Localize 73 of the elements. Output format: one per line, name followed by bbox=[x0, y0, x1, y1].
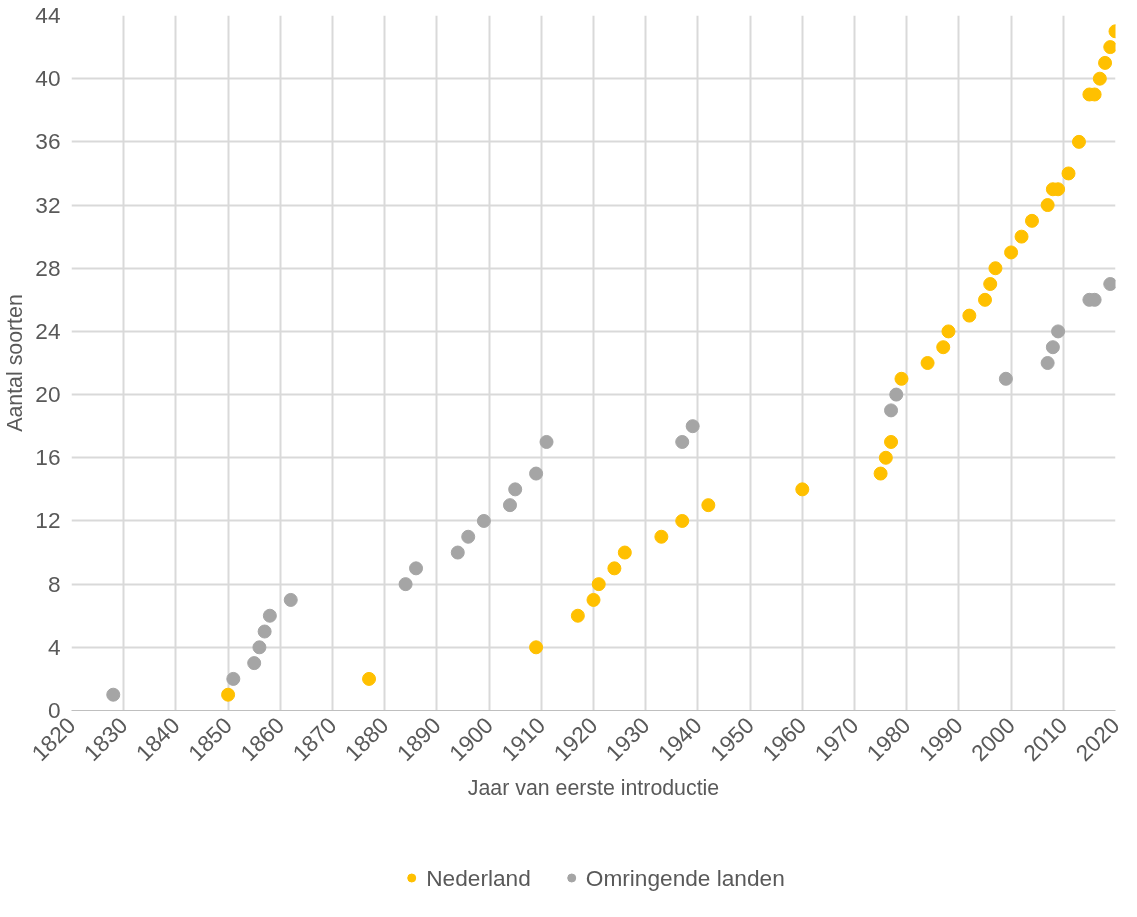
point bbox=[936, 340, 951, 355]
point bbox=[221, 687, 236, 702]
point bbox=[685, 419, 700, 434]
point bbox=[362, 671, 377, 686]
point bbox=[1024, 213, 1039, 228]
point bbox=[654, 529, 669, 544]
legend-label: Omringende landen bbox=[585, 864, 785, 891]
y-tick-label: 44 bbox=[35, 2, 61, 28]
point bbox=[873, 466, 888, 481]
point bbox=[1051, 324, 1066, 339]
point bbox=[502, 498, 517, 513]
y-tick-label: 28 bbox=[35, 254, 61, 281]
point bbox=[1040, 356, 1055, 370]
point bbox=[983, 277, 998, 292]
point bbox=[409, 561, 424, 576]
point bbox=[398, 577, 413, 592]
point bbox=[1071, 134, 1086, 149]
y-tick-label: 20 bbox=[35, 381, 61, 408]
point bbox=[988, 261, 1003, 276]
y-tick-label: 16 bbox=[35, 444, 61, 471]
point bbox=[570, 608, 585, 623]
point bbox=[878, 450, 893, 465]
point bbox=[1103, 277, 1116, 292]
point bbox=[226, 671, 241, 686]
point bbox=[529, 640, 544, 655]
point bbox=[894, 371, 909, 386]
point bbox=[701, 498, 716, 513]
point bbox=[998, 371, 1013, 386]
y-tick-label: 24 bbox=[35, 317, 61, 344]
y-tick-label: 8 bbox=[47, 570, 61, 597]
point bbox=[675, 434, 690, 449]
point bbox=[978, 292, 992, 307]
point bbox=[508, 482, 523, 497]
point bbox=[1040, 198, 1055, 213]
y-tick-label: 36 bbox=[35, 128, 61, 155]
point bbox=[675, 513, 690, 528]
point bbox=[252, 640, 267, 655]
point bbox=[962, 308, 977, 323]
point bbox=[257, 624, 272, 639]
point bbox=[941, 324, 956, 339]
point bbox=[1098, 55, 1113, 70]
point bbox=[920, 356, 935, 370]
y-axis-title: Aantal soorten bbox=[3, 294, 28, 432]
point bbox=[607, 561, 622, 576]
point bbox=[1045, 340, 1060, 355]
point bbox=[1092, 71, 1107, 86]
y-tick-label: 4 bbox=[47, 633, 61, 660]
point bbox=[1061, 166, 1076, 181]
point bbox=[884, 403, 899, 418]
point bbox=[461, 529, 476, 544]
point bbox=[884, 434, 899, 449]
point bbox=[106, 687, 121, 702]
point bbox=[529, 466, 544, 481]
y-tick-label: 40 bbox=[35, 65, 61, 92]
point bbox=[617, 545, 632, 560]
y-tick-label: 12 bbox=[35, 507, 61, 534]
point bbox=[1014, 229, 1029, 244]
point bbox=[450, 545, 465, 560]
y-tick-label: 0 bbox=[47, 697, 61, 723]
legend-label: Nederland bbox=[426, 864, 531, 891]
point bbox=[1103, 40, 1116, 55]
y-tick-label: 32 bbox=[35, 191, 61, 218]
x-axis-title: Jaar van eerste introductie bbox=[467, 775, 720, 800]
point bbox=[539, 434, 554, 449]
point bbox=[283, 592, 298, 607]
point bbox=[795, 482, 810, 497]
point bbox=[476, 513, 491, 528]
point bbox=[262, 608, 277, 623]
point bbox=[591, 577, 606, 592]
point bbox=[586, 592, 601, 607]
point bbox=[889, 387, 904, 402]
point bbox=[247, 656, 262, 671]
point bbox=[1004, 245, 1019, 260]
